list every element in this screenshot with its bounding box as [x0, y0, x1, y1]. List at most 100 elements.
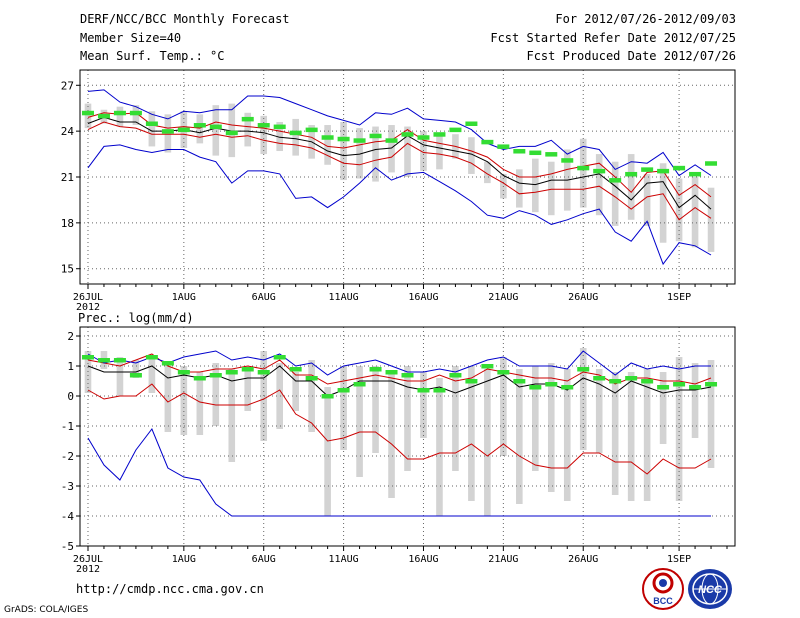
temp-climatology-mark — [545, 152, 558, 157]
prec-spread-box — [547, 363, 555, 492]
temp-climatology-mark — [593, 168, 606, 174]
temp-y-tick-label: 15 — [61, 263, 74, 276]
prec-climatology-mark — [193, 376, 206, 381]
prec-climatology-mark — [577, 367, 590, 372]
prec-climatology-mark — [385, 370, 398, 375]
prec-x-tick-label: 21AUG — [488, 554, 518, 565]
temp-climatology-mark — [465, 121, 478, 126]
temp-spread-box — [579, 138, 587, 208]
prec-spread-box — [691, 363, 699, 438]
prec-spread-box — [500, 357, 507, 456]
prec-spread-box — [244, 366, 252, 411]
temp-spread-box — [196, 114, 204, 144]
prec-spread-box — [356, 366, 363, 477]
started-refer-date-label: Fcst Started Refer Date 2012/07/25 — [490, 31, 736, 45]
prec-climatology-mark — [481, 364, 494, 369]
prec-spread-box — [436, 378, 443, 516]
prec-spread-box — [595, 369, 603, 453]
prec-x-tick-label: 1AUG — [172, 554, 196, 565]
prec-spread-box — [196, 372, 204, 435]
prec-spread-box — [116, 357, 124, 396]
grads-credit: GrADS: COLA/IGES — [4, 605, 89, 615]
prec-climatology-mark — [657, 385, 670, 390]
prec-x-tick-label: 26JUL — [73, 554, 103, 565]
prec-climatology-mark — [689, 385, 702, 390]
temp-climatology-mark — [449, 127, 462, 133]
prec-climatology-mark — [225, 370, 238, 375]
temp-spread-box — [148, 111, 156, 147]
prec-spread-box — [563, 369, 571, 501]
prec-spread-box — [212, 363, 220, 426]
prec-climatology-mark — [561, 385, 574, 390]
prec-climatology-mark — [497, 370, 510, 375]
temp-spread-box — [611, 161, 619, 226]
variable-label: Mean Surf. Temp.: °C — [80, 49, 225, 63]
temp-y-tick-label: 27 — [61, 79, 74, 92]
prec-climatology-mark — [113, 358, 126, 363]
ncc-logo-text: NCC — [698, 584, 723, 596]
temp-y-tick-label: 21 — [61, 171, 74, 184]
prec-inner-lower-line — [87, 383, 712, 475]
prec-spread-box — [388, 372, 395, 498]
prec-spread-box — [404, 366, 411, 471]
prec-outer-upper-line — [87, 350, 711, 376]
prec-climatology-mark — [705, 382, 718, 387]
prec-climatology-mark — [289, 367, 302, 372]
prec-climatology-mark — [145, 355, 158, 360]
prec-spread-box — [627, 372, 635, 501]
prec-climatology-mark — [401, 373, 414, 378]
temp-x-tick-label: 21AUG — [488, 292, 518, 303]
bcc-logo-text: BCC — [653, 596, 673, 606]
prec-panel: Prec.: log(mm/d) -5 -4 -3 -2 -1 0 1 2 26JUL 1AUG 6A… — [61, 311, 736, 575]
temp-climatology-mark — [577, 165, 590, 171]
prec-spread-box — [276, 363, 283, 429]
temp-climatology-mark — [257, 123, 270, 128]
temp-climatology-mark — [193, 123, 206, 128]
prec-spread-box — [675, 357, 683, 501]
temp-climatology-mark — [209, 124, 222, 130]
temp-spread-box — [675, 178, 683, 242]
prec-spread-box — [484, 369, 491, 516]
prec-climatology-mark — [129, 373, 142, 378]
prec-climatology-mark — [529, 385, 542, 390]
temp-x-tick-label: 11AUG — [329, 292, 359, 303]
temp-panel: 15 18 21 24 27 26JUL 1AUG 6AUG 11AUG 16AUG 21AUG 26… — [61, 69, 736, 313]
prec-climatology-mark — [273, 355, 286, 360]
temp-spread-box — [228, 103, 236, 158]
prec-climatology-mark — [81, 355, 94, 360]
temp-climatology-mark — [305, 127, 318, 133]
temp-y-tick-label: 18 — [61, 217, 74, 230]
temp-climatology-mark — [353, 138, 366, 143]
prec-climatology-mark — [465, 379, 478, 384]
prec-spread-box — [324, 387, 331, 516]
chart-title: DERF/NCC/BCC Monthly Forecast — [80, 12, 290, 26]
temp-climatology-mark — [433, 132, 446, 137]
temp-climatology-mark — [321, 135, 334, 140]
prec-y-tick-label: 0 — [67, 390, 74, 403]
temp-climatology-mark — [97, 113, 110, 119]
temp-x-tick-label: 26JUL — [73, 292, 103, 303]
temp-climatology-mark — [657, 168, 670, 174]
prec-spread-box — [180, 366, 188, 435]
temp-climatology-mark — [225, 130, 238, 136]
prec-spread-box — [707, 360, 715, 468]
prec-spread-box — [611, 372, 619, 495]
temp-spread-box — [516, 169, 523, 208]
prec-y-tick-label: 2 — [67, 330, 74, 343]
prec-inner-upper-line — [87, 353, 712, 385]
temp-spread-box — [707, 187, 715, 252]
prec-spread-box — [452, 366, 459, 471]
prec-outer-lower-line — [87, 428, 711, 517]
temp-climatology-mark — [113, 110, 126, 116]
temp-climatology-mark — [177, 127, 190, 133]
temp-x-year-label: 2012 — [76, 302, 100, 313]
prec-climatology-mark — [337, 388, 350, 393]
temp-spread-box — [484, 161, 491, 184]
temp-spread-box — [659, 163, 667, 243]
prec-climatology-mark — [625, 376, 638, 381]
temp-climatology-mark — [673, 165, 686, 171]
prec-median-line — [87, 365, 712, 397]
prec-climatology-mark — [161, 361, 174, 366]
prec-climatology-mark — [545, 382, 558, 387]
